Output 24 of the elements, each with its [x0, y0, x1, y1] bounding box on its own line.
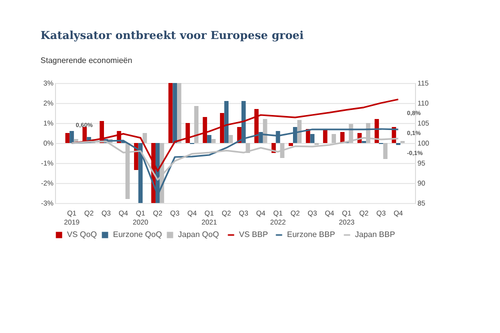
chart-title: Katalysator ontbreekt voor Europese groei — [40, 29, 304, 42]
bar — [194, 106, 198, 143]
bar — [383, 143, 388, 159]
bar — [228, 135, 233, 143]
bar — [186, 123, 190, 143]
bar — [207, 135, 212, 143]
legend-label: Japan BBP — [355, 230, 396, 239]
bar — [310, 134, 314, 143]
bar — [220, 113, 224, 143]
legend-label: Eurzone BBP — [287, 230, 336, 239]
bar — [177, 83, 182, 143]
bar — [65, 133, 70, 143]
legend-label: VS BBP — [239, 230, 268, 239]
bar — [211, 139, 216, 143]
legend-label: Japan QoQ — [178, 230, 219, 239]
chart-subtitle: Stagnerende economieën — [40, 56, 132, 65]
bar — [288, 143, 293, 146]
bar — [258, 132, 263, 143]
bar — [280, 143, 284, 158]
bar — [172, 83, 178, 143]
bar — [142, 133, 147, 143]
legend-label: Eurzone QoQ — [113, 230, 162, 239]
legend-label: VS QoQ — [67, 230, 97, 239]
bar — [323, 130, 328, 143]
